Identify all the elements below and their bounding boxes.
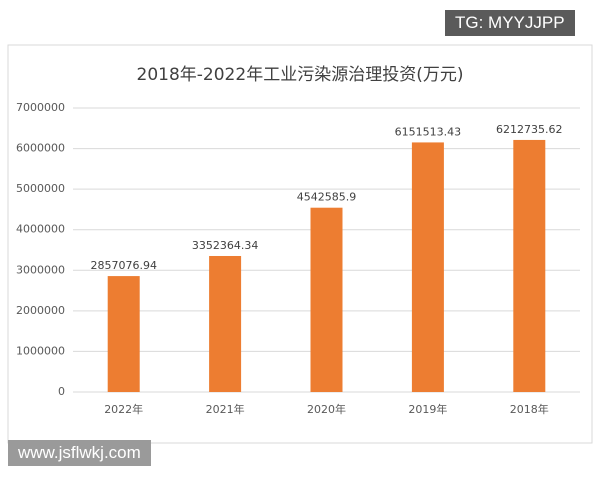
x-tick-label: 2022年	[104, 402, 143, 416]
y-tick-label: 1000000	[16, 344, 65, 357]
x-tick-label: 2020年	[307, 402, 346, 416]
y-tick-label: 6000000	[16, 142, 65, 155]
y-tick-label: 7000000	[16, 101, 65, 114]
x-tick-label: 2021年	[206, 402, 245, 416]
watermark: www.jsflwkj.com	[8, 440, 151, 466]
y-tick-label: 3000000	[16, 263, 65, 276]
value-label: 3352364.34	[192, 239, 258, 252]
value-label: 4542585.9	[297, 191, 357, 204]
bar	[107, 276, 140, 392]
y-tick-label: 2000000	[16, 304, 65, 317]
value-label: 6151513.43	[395, 125, 461, 138]
bar	[411, 142, 444, 392]
bar	[310, 207, 343, 392]
bar	[209, 255, 242, 392]
watermark: TG: MYYJJPP	[445, 10, 575, 36]
x-tick-label: 2019年	[408, 402, 447, 416]
chart-title: 2018年-2022年工业污染源治理投资(万元)	[137, 65, 464, 85]
value-label: 6212735.62	[496, 123, 562, 136]
y-tick-label: 5000000	[16, 182, 65, 195]
y-tick-label: 0	[58, 385, 65, 398]
bar	[513, 139, 546, 392]
x-tick-label: 2018年	[510, 402, 549, 416]
y-tick-label: 4000000	[16, 223, 65, 236]
value-label: 2857076.94	[90, 259, 156, 272]
chart-frame	[7, 44, 593, 444]
